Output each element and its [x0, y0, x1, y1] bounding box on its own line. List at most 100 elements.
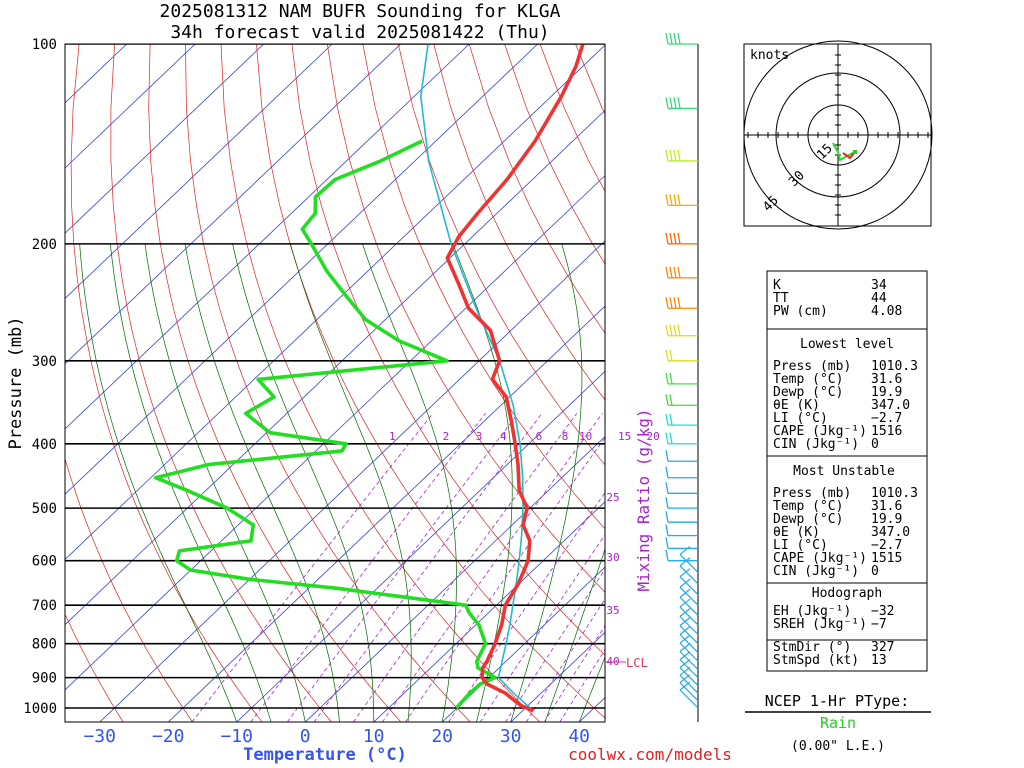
mixing-ratio-value: 8 [562, 430, 569, 443]
isotherm-line [373, 501, 605, 722]
isotherm-line [99, 240, 605, 722]
pressure-tick-label: 500 [32, 501, 57, 517]
index-value: −2.7 [871, 538, 902, 553]
index-label: CIN (Jkg⁻¹) [773, 564, 859, 579]
dry-adiabat-line [70, 44, 263, 722]
isotherm-line [65, 44, 470, 430]
mixing-ratio-line [191, 413, 434, 722]
index-label: StmSpd (kt) [773, 653, 859, 668]
plot-frame [64, 43, 606, 723]
temperature-tick-label: 0 [300, 726, 311, 747]
moist-adiabat-line [79, 243, 238, 722]
hodograph: knots 15 30 45 [743, 40, 933, 230]
mixing-ratio-value: 1 [389, 430, 396, 443]
wind-barb [665, 450, 698, 462]
temperature-tick-label: 40 [568, 726, 590, 747]
wind-barb [665, 549, 698, 562]
wind-barb [665, 511, 698, 523]
ptype-value: Rain [820, 714, 856, 732]
wind-barb [665, 324, 698, 337]
moist-adiabat-line [109, 243, 272, 722]
moist-adiabat-line [578, 656, 605, 722]
mixing-ratio-line [525, 598, 605, 722]
index-value: −32 [871, 604, 894, 619]
dry-adiabat-line [362, 44, 605, 530]
pressure-ticks: 100 200 300 400 500 600 700 800 900 1000 [23, 37, 57, 717]
wind-barb [665, 149, 698, 162]
index-label: StmDir (°) [773, 640, 851, 655]
storm-motion-marker [853, 150, 857, 154]
index-value: 34 [871, 278, 887, 293]
wind-barb [665, 372, 698, 385]
index-value: 19.9 [871, 512, 902, 527]
sounding-traces [153, 44, 585, 713]
ptype-amount: (0.00" L.E.) [791, 739, 885, 754]
index-label: CIN (Jkg⁻¹) [773, 437, 859, 452]
index-label: θE (K) [773, 525, 820, 540]
temperature-ticks: −30 −20 −10 0 10 20 30 40 [83, 726, 590, 747]
index-value: 31.6 [871, 372, 902, 387]
wind-barb [679, 588, 699, 616]
pressure-tick-label: 900 [32, 671, 57, 687]
isotherm-line [65, 109, 605, 626]
temperature-tick-label: 30 [500, 726, 522, 747]
source-credit: coolwx.com/models [568, 745, 732, 764]
index-value: 347.0 [871, 398, 910, 413]
hodograph-trace-low [832, 142, 857, 162]
moist-adiabat-line [184, 243, 340, 722]
chart-title: 2025081312 NAM BUFR Sounding for KLGA [160, 1, 561, 22]
isotherm-line [65, 44, 196, 169]
pressure-tick-label: 200 [32, 237, 57, 253]
wind-barb [665, 349, 698, 362]
ptype-title: NCEP 1-Hr PType: [765, 692, 910, 710]
x-axis-label: Temperature (°C) [243, 745, 407, 765]
y-axis-label: Pressure (mb) [6, 316, 26, 449]
mixing-ratio-value: 20 [646, 430, 659, 443]
isotherm-line [65, 44, 264, 234]
moist-adiabat-line [144, 243, 306, 722]
wind-barb [665, 466, 698, 479]
index-label: Temp (°C) [773, 372, 843, 387]
pressure-tick-label: 100 [32, 37, 57, 53]
wind-barb [679, 651, 699, 679]
mixing-ratio-line [559, 648, 605, 722]
moist-adiabat-line [510, 243, 583, 722]
most-unstable-title: Most Unstable [793, 464, 895, 479]
index-label: PW (cm) [773, 304, 828, 319]
index-label: CAPE (Jkg⁻¹) [773, 551, 867, 566]
pressure-tick-label: 300 [32, 354, 57, 370]
isotherm-line [65, 44, 401, 365]
mixing-ratio-line [404, 437, 605, 722]
index-label: LI (°C) [773, 538, 828, 553]
pressure-tick-label: 700 [32, 598, 57, 614]
dry-adiabat-line [291, 44, 605, 656]
isotherm-line [65, 175, 605, 691]
index-label: Press (mb) [773, 359, 851, 374]
wind-barb [665, 194, 698, 207]
moist-adiabat-line [362, 243, 457, 722]
hodograph-units: knots [750, 48, 789, 63]
dry-adiabat-line [397, 44, 605, 466]
mixing-ratio-value: 6 [536, 430, 543, 443]
mixing-ratio-value: 10 [579, 430, 592, 443]
isotherm-line [65, 44, 538, 495]
index-value: 1516 [871, 424, 902, 439]
wind-barb [665, 97, 698, 109]
dry-adiabat-line [468, 44, 605, 334]
wind-barb [665, 297, 698, 309]
wind-barb [679, 557, 699, 585]
pressure-tick-label: 400 [32, 437, 57, 453]
temperature-tick-label: −30 [83, 726, 116, 747]
index-value: 0 [871, 437, 879, 452]
index-value: 44 [871, 291, 887, 306]
mixing-ratio-value: 15 [618, 430, 631, 443]
index-label: Dewp (°C) [773, 385, 843, 400]
isotherm-line [441, 566, 605, 722]
temperature-trace [445, 44, 585, 713]
indices-table: K 34 TT 44 PW (cm) 4.08 Lowest level Press (m… [766, 270, 928, 672]
mixing-ratio-line [381, 413, 603, 722]
mixing-ratio-axis-label: Mixing Ratio (g/kg) [634, 408, 653, 591]
mixing-ratio-line [353, 413, 578, 722]
dry-adiabat-line [185, 44, 471, 722]
